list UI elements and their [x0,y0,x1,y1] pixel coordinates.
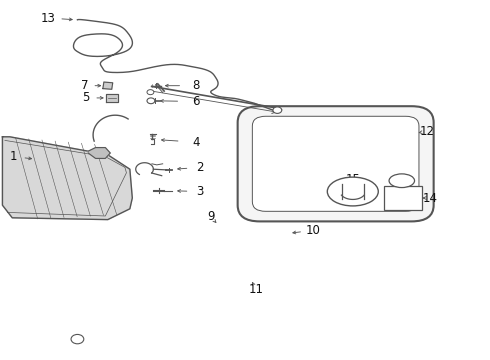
Ellipse shape [327,177,378,206]
Text: 5: 5 [82,91,90,104]
Text: 15: 15 [345,173,360,186]
Text: 6: 6 [192,95,200,108]
Polygon shape [106,94,118,102]
Text: 7: 7 [80,79,88,92]
FancyBboxPatch shape [252,116,419,211]
Polygon shape [88,148,110,158]
Polygon shape [103,82,113,89]
Polygon shape [2,137,132,220]
Circle shape [273,107,282,113]
Ellipse shape [389,174,415,188]
Text: 3: 3 [196,185,204,198]
Text: 14: 14 [423,192,438,204]
Text: 1: 1 [10,150,18,163]
FancyBboxPatch shape [238,106,434,221]
FancyBboxPatch shape [384,186,422,210]
Circle shape [147,90,154,95]
Text: 13: 13 [41,12,55,24]
Text: 12: 12 [420,125,435,138]
Circle shape [147,98,155,104]
Text: 4: 4 [192,136,200,149]
Text: 10: 10 [305,224,320,237]
Text: 2: 2 [196,161,204,174]
Text: 8: 8 [192,79,200,92]
Text: 11: 11 [248,283,263,296]
Text: 9: 9 [207,210,215,223]
Circle shape [71,334,84,344]
